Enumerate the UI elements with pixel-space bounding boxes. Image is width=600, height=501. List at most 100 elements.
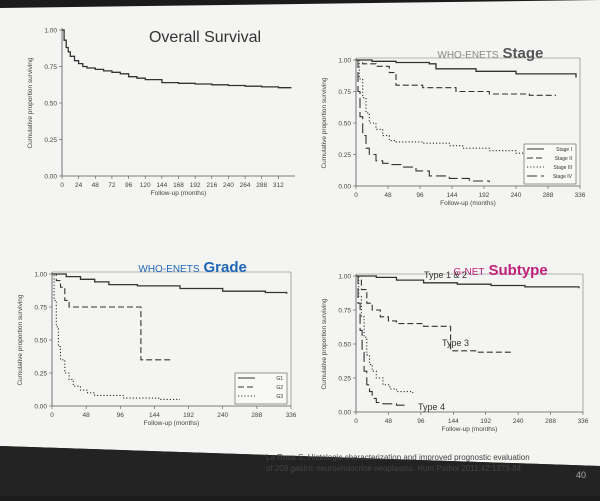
- series-line-2: [356, 275, 512, 353]
- x-tick-label: 144: [448, 418, 459, 425]
- series-line-1: [62, 29, 292, 89]
- x-axis-label: Follow-up (months): [151, 190, 207, 197]
- chart-title: Stage: [503, 45, 544, 62]
- x-tick-label: 0: [354, 192, 358, 199]
- x-tick-label: 336: [575, 192, 586, 199]
- y-axis-label: Cumulative proportion surviving: [321, 298, 328, 389]
- x-tick-label: 144: [149, 412, 160, 419]
- x-tick-label: 0: [60, 182, 64, 189]
- x-tick-label: 144: [447, 192, 458, 199]
- x-tick-label: 288: [256, 182, 267, 189]
- x-tick-label: 192: [480, 418, 491, 425]
- curve-label: Type 3: [442, 338, 469, 348]
- x-tick-label: 168: [173, 182, 184, 189]
- citation-line-1: La Rosa S. Histologic characterization a…: [266, 453, 530, 462]
- chart-title-prefix: G-NET: [453, 267, 484, 278]
- y-tick-label: 0.50: [34, 338, 47, 345]
- curve-label: Type 1 & 2: [424, 270, 467, 280]
- y-tick-label: 0.50: [44, 101, 57, 108]
- x-tick-label: 192: [183, 412, 194, 419]
- curve-label: Type 4: [418, 402, 445, 412]
- y-tick-label: 0.00: [338, 410, 351, 417]
- x-tick-label: 192: [479, 192, 490, 199]
- citation: La Rosa S. Histologic characterization a…: [266, 452, 566, 474]
- legend-label: G3: [276, 394, 283, 400]
- x-tick-label: 240: [511, 192, 522, 199]
- legend-label: Stage II: [555, 156, 572, 162]
- legend-box: [523, 143, 577, 185]
- x-tick-label: 0: [354, 418, 358, 425]
- series-line-1: [356, 59, 577, 78]
- x-tick-label: 48: [83, 412, 91, 419]
- series-line-1: [356, 275, 580, 289]
- x-tick-label: 336: [578, 418, 589, 425]
- chart-title-prefix: WHO-ENETS: [437, 50, 498, 61]
- y-tick-label: 0.75: [34, 305, 47, 312]
- legend-label: Stage I: [556, 147, 572, 153]
- chart-1: 0.00 0.25 0.50 0.75 1.00 0 24 48 72 96 120 144 168 19…: [27, 28, 295, 197]
- y-tick-label: 0.75: [338, 89, 351, 96]
- legend-label: G2: [276, 385, 283, 391]
- x-tick-label: 288: [251, 412, 262, 419]
- series-line-2: [356, 59, 556, 96]
- y-axis-label: Cumulative proportion surviving: [321, 77, 328, 168]
- series-line-3: [52, 273, 180, 400]
- x-tick-label: 96: [117, 412, 125, 419]
- x-tick-label: 96: [125, 182, 133, 189]
- x-tick-label: 312: [273, 182, 284, 189]
- x-tick-label: 48: [92, 182, 100, 189]
- chart-title: Overall Survival: [149, 29, 261, 46]
- x-tick-label: 336: [286, 412, 297, 419]
- y-axis-label: Cumulative proportion surviving: [17, 294, 24, 385]
- series-line-4: [356, 59, 490, 183]
- y-tick-label: 0.00: [34, 404, 47, 411]
- y-tick-label: 0.25: [44, 137, 57, 144]
- y-tick-label: 0.25: [338, 376, 351, 383]
- series-line-3: [356, 275, 414, 393]
- legend-label: G1: [276, 376, 283, 382]
- x-tick-label: 288: [543, 192, 554, 199]
- x-tick-label: 216: [206, 182, 217, 189]
- x-axis-label: Follow-up (months): [144, 420, 200, 427]
- x-tick-label: 120: [140, 182, 151, 189]
- x-tick-label: 72: [108, 182, 116, 189]
- y-tick-label: 0.00: [44, 174, 57, 181]
- legend-label: Stage III: [553, 165, 572, 171]
- y-tick-label: 0.50: [338, 121, 351, 128]
- series-line-4: [356, 275, 405, 406]
- x-tick-label: 288: [545, 418, 556, 425]
- x-tick-label: 96: [417, 418, 425, 425]
- x-tick-label: 240: [223, 182, 234, 189]
- chart-4: 0.00 0.25 0.50 0.75 1.00 0 48 96 144 192 240 288 336…: [321, 262, 589, 433]
- y-axis-label: Cumulative proportion surviving: [27, 57, 34, 148]
- x-tick-label: 240: [513, 418, 524, 425]
- y-tick-label: 1.00: [34, 272, 47, 279]
- legend-label: Stage IV: [553, 174, 573, 180]
- series-line-2: [52, 273, 173, 361]
- x-tick-label: 144: [156, 182, 167, 189]
- chart-title: Grade: [204, 259, 247, 276]
- y-tick-label: 1.00: [44, 28, 57, 35]
- x-tick-label: 264: [240, 182, 251, 189]
- y-tick-label: 0.50: [338, 342, 351, 349]
- y-tick-label: 1.00: [338, 58, 351, 65]
- y-tick-label: 0.25: [34, 371, 47, 378]
- chart-title: Subtype: [489, 262, 548, 279]
- y-tick-label: 0.75: [338, 308, 351, 315]
- x-tick-label: 0: [50, 412, 54, 419]
- x-tick-label: 48: [385, 418, 393, 425]
- y-tick-label: 1.00: [338, 274, 351, 281]
- x-tick-label: 24: [75, 182, 83, 189]
- x-tick-label: 48: [384, 192, 392, 199]
- page-number: 40: [576, 470, 587, 480]
- series-line-1: [52, 273, 288, 294]
- chart-title-prefix: WHO-ENETS: [138, 264, 199, 275]
- x-tick-label: 192: [190, 182, 201, 189]
- screen-shadow: [0, 446, 600, 496]
- slide-background: [0, 0, 600, 466]
- citation-line-2: of 209 gastric neuroendocrine neoplasms.…: [266, 464, 522, 473]
- x-axis-label: Follow-up (months): [442, 426, 498, 433]
- x-tick-label: 240: [217, 412, 228, 419]
